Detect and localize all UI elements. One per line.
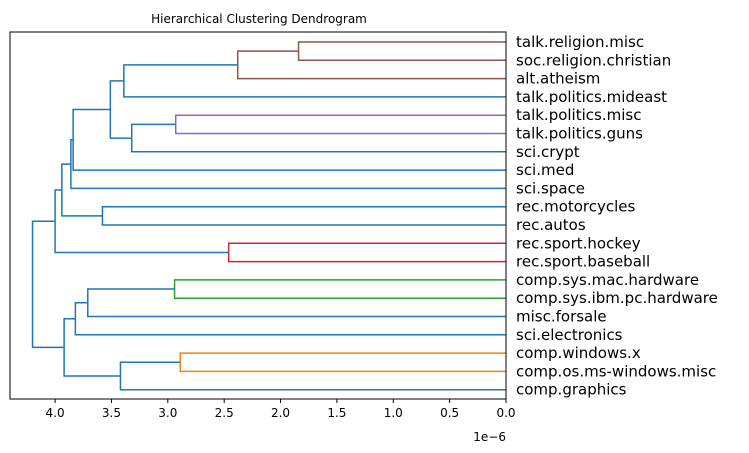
dendrogram-link xyxy=(119,361,506,391)
leaf-label: comp.os.ms-windows.misc xyxy=(516,362,716,380)
x-tick-label: 0.0 xyxy=(496,406,515,420)
leaf-label: rec.sport.baseball xyxy=(516,253,650,271)
leaf-label: comp.sys.ibm.pc.hardware xyxy=(516,289,718,307)
leaf-label: alt.atheism xyxy=(516,70,600,88)
dendrogram-link xyxy=(179,352,506,373)
x-axis-ticks: 4.0 3.5 3.0 2.5 2.0 1.5 1.0 0.5 0.0 xyxy=(46,399,516,420)
x-tick-label: 0.5 xyxy=(440,406,459,420)
dendrogram-link xyxy=(63,318,121,377)
dendrogram-link xyxy=(297,41,506,62)
leaf-label: sci.crypt xyxy=(516,143,580,161)
x-tick-label: 3.5 xyxy=(102,406,121,420)
x-tick-label: 2.5 xyxy=(215,406,234,420)
leaf-label: sci.space xyxy=(516,179,585,197)
leaf-label: comp.sys.mac.hardware xyxy=(516,271,699,289)
dendrogram-links xyxy=(31,41,506,391)
dendrogram-link xyxy=(87,288,506,318)
leaf-label: soc.religion.christian xyxy=(516,51,671,69)
x-tick-label: 1.0 xyxy=(384,406,403,420)
leaf-label: talk.politics.guns xyxy=(516,125,643,143)
leaf-label: rec.sport.hockey xyxy=(516,234,641,252)
dendrogram-link xyxy=(123,64,506,98)
dendrogram-link xyxy=(31,220,65,349)
dendrogram-link xyxy=(130,123,506,153)
dendrogram-link xyxy=(70,139,506,190)
x-tick-label: 4.0 xyxy=(46,406,65,420)
dendrogram-link xyxy=(61,163,103,217)
dendrogram-link xyxy=(101,205,506,226)
dendrogram-link xyxy=(227,242,506,263)
leaf-label: sci.med xyxy=(516,161,574,179)
leaf-label: rec.autos xyxy=(516,216,586,234)
leaf-label: comp.windows.x xyxy=(516,344,641,362)
leaf-label: talk.politics.misc xyxy=(516,106,641,124)
x-axis-offset-label: 1e−6 xyxy=(473,430,506,444)
leaf-labels: talk.religion.miscsoc.religion.christian… xyxy=(516,33,718,399)
x-tick-label: 3.0 xyxy=(158,406,177,420)
dendrogram-link xyxy=(74,302,506,336)
leaf-label: sci.electronics xyxy=(516,326,623,344)
dendrogram-link xyxy=(54,189,229,254)
dendrogram-link xyxy=(173,279,506,299)
leaf-label: talk.religion.misc xyxy=(516,33,644,51)
dendrogram-link xyxy=(236,50,506,80)
plot-frame xyxy=(9,31,507,400)
leaf-label: comp.graphics xyxy=(516,381,627,399)
x-tick-label: 1.5 xyxy=(327,406,346,420)
dendrogram-link xyxy=(109,80,132,139)
dendrogram-link xyxy=(72,108,506,171)
chart-title: Hierarchical Clustering Dendrogram xyxy=(151,12,367,26)
leaf-label: rec.motorcycles xyxy=(516,198,636,216)
dendrogram-link xyxy=(174,114,506,135)
leaf-label: misc.forsale xyxy=(516,308,607,326)
x-tick-label: 2.0 xyxy=(271,406,290,420)
leaf-label: talk.politics.mideast xyxy=(516,88,667,106)
